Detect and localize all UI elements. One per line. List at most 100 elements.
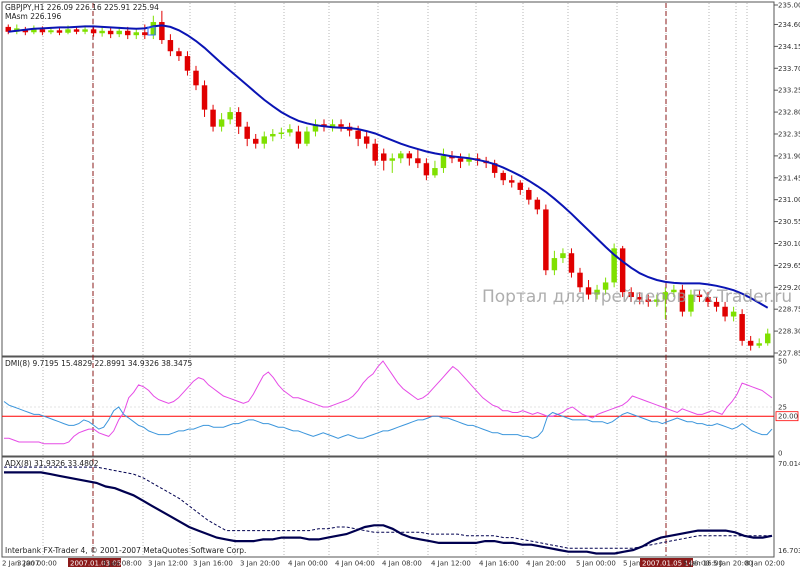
candle-body <box>338 124 344 127</box>
dmi-level-badge <box>775 411 799 422</box>
candle-body <box>389 158 395 161</box>
adx-tick-label: 16.7035 <box>778 547 800 555</box>
candle-body <box>39 29 46 33</box>
candle-body <box>628 292 634 298</box>
candle-body <box>679 289 686 312</box>
vertical-gridlines <box>42 3 748 556</box>
candle-body <box>363 136 370 144</box>
candle-body <box>602 282 609 290</box>
candle-body <box>705 297 711 302</box>
candle-body <box>594 289 600 295</box>
candle-body <box>560 253 566 259</box>
footer-copyright: Interbank FX-Trader 4, © 2001-2007 MetaQ… <box>5 546 246 555</box>
candle-body <box>287 129 293 133</box>
price-tick-label: 230.55 <box>778 218 800 226</box>
candle-body <box>372 143 378 161</box>
candle-body <box>423 163 430 176</box>
candle-body <box>671 289 677 293</box>
candle-body <box>406 153 413 159</box>
candle-body <box>645 299 651 302</box>
candle-body <box>585 287 592 295</box>
candle-body <box>31 29 37 33</box>
candle-body <box>551 258 558 271</box>
time-marker-label: 2007.01.03 05:00 <box>70 560 132 568</box>
candle-body <box>329 124 336 127</box>
candle-body <box>312 124 319 132</box>
candle-body <box>432 168 438 176</box>
price-axis: 235.00 234.60 234.15 233.70 233.25 232.80 232.… <box>774 2 800 358</box>
candle-body <box>218 119 225 127</box>
candle-body <box>201 85 208 110</box>
candle-body <box>517 182 523 190</box>
candle-body <box>440 155 447 169</box>
candle-body <box>739 314 745 341</box>
candle-body <box>509 180 515 183</box>
candle-body <box>150 22 157 36</box>
time-tick-label: 4 Jan 20:00 <box>526 560 566 568</box>
dmi-tick-label: 20.00 <box>778 413 798 421</box>
candle-body <box>577 272 583 288</box>
candle-body <box>722 306 728 317</box>
candle-body <box>5 26 11 32</box>
dmi-panel-frame <box>1 356 775 457</box>
candle-body <box>227 112 233 120</box>
candle-body <box>355 130 361 139</box>
candle-body <box>261 136 267 144</box>
moving-average-line <box>8 24 769 309</box>
candle-body <box>278 132 285 135</box>
candle-body <box>90 29 97 34</box>
candle-body <box>82 29 88 32</box>
candle-body <box>381 153 387 161</box>
price-tick-label: 235.00 <box>778 2 800 10</box>
candle-body <box>619 248 626 293</box>
candle-body <box>159 22 165 41</box>
candle-body <box>756 343 762 346</box>
candle-body <box>696 294 703 298</box>
candle-body <box>133 32 139 36</box>
candle-body <box>662 292 669 300</box>
time-tick-label: 4 Jan 16:00 <box>479 560 519 568</box>
candle-body <box>73 29 80 32</box>
price-tick-label: 233.70 <box>778 65 800 73</box>
dmi-tick-label: 25 <box>778 404 787 412</box>
price-tick-label: 231.45 <box>778 174 800 182</box>
adxr-line <box>4 466 772 549</box>
time-marker-label: 2007.01.05 14:00 <box>642 560 704 568</box>
dmi-minus-line <box>3 401 773 439</box>
time-tick-label: 8 Jan 02:00 <box>745 560 785 568</box>
time-tick-label: 2 Jan 2007 <box>2 560 40 568</box>
price-tick-label: 232.80 <box>778 109 800 117</box>
candle-body <box>688 294 694 312</box>
dmi-header: DMI(8) 9.7195 15.4829 22.8991 34.9326 38… <box>5 359 193 368</box>
candle-body <box>415 158 421 164</box>
cursor-marker <box>147 26 156 36</box>
time-marker-badge <box>68 558 121 567</box>
time-tick-label: 5 Jan 00:00 <box>576 560 616 568</box>
time-tick-label: 3 Jan 20:00 <box>240 560 280 568</box>
price-tick-label: 232.35 <box>778 130 800 138</box>
candle-body <box>176 51 182 57</box>
price-panel-frame <box>1 1 775 357</box>
time-tick-label: 5 Jan 16:00 <box>683 560 723 568</box>
day-separators <box>92 3 667 556</box>
price-tick-label: 231.90 <box>778 152 800 160</box>
price-tick-label: 228.75 <box>778 306 800 314</box>
price-tick-label: 231.00 <box>778 196 800 204</box>
adx-tick-label: 70.0147 <box>778 460 800 468</box>
time-tick-label: 4 Jan 04:00 <box>335 560 375 568</box>
time-tick-label: 4 Jan 08:00 <box>382 560 422 568</box>
price-tick-label: 229.65 <box>778 262 800 270</box>
watermark: Портал для трейдеров FX-Trader.ru <box>482 287 792 307</box>
candle-body <box>244 126 250 139</box>
candle-body <box>116 30 122 35</box>
candle-body <box>184 56 191 71</box>
candle-body <box>193 70 199 86</box>
candle-body <box>167 40 174 52</box>
price-tick-label: 234.60 <box>778 21 800 29</box>
candle-body <box>48 30 54 33</box>
time-tick-label: 3 Jan 16:00 <box>193 560 233 568</box>
time-marker-badge <box>640 558 693 567</box>
